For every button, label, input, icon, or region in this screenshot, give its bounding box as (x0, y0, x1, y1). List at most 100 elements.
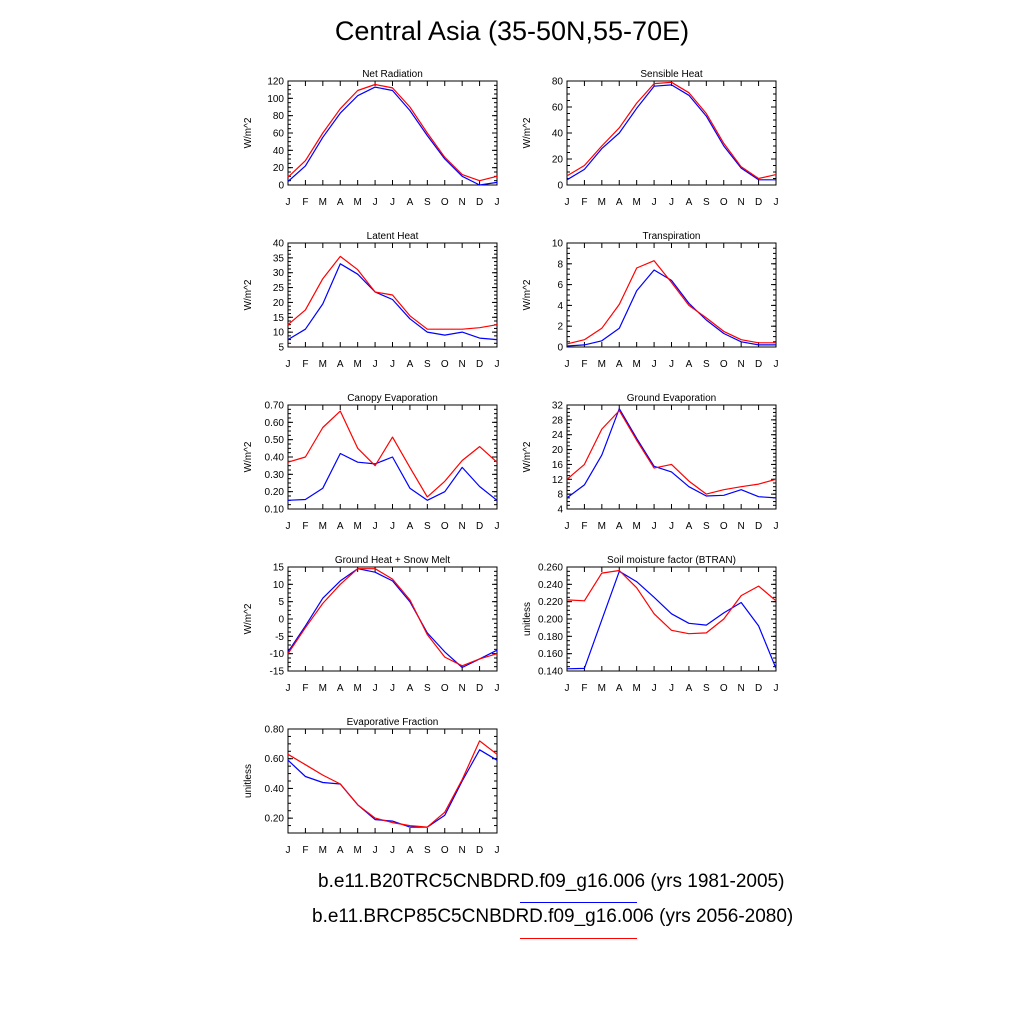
panel-4-xtick-label: F (581, 359, 587, 370)
panel-5-ytick-label: 0.10 (265, 505, 285, 516)
panel-9-xtick-label: J (495, 845, 500, 856)
panel-7-series-future-line (287, 568, 498, 667)
panel-9-xtick-label: J (373, 845, 378, 856)
page-title: Central Asia (35-50N,55-70E) (334, 16, 690, 46)
panel-1-frame (287, 80, 498, 186)
panel-6-xtick-label: J (652, 521, 657, 532)
panel-8-xtick-label: A (616, 683, 623, 694)
panel-4-title: Transpiration (643, 231, 701, 242)
panel-5-ytick-label: 0.60 (265, 418, 285, 429)
panel-6-ylabel: W/m^2 (522, 441, 533, 472)
panel-5-title: Canopy Evaporation (347, 393, 438, 404)
panel-2-xtick-label: M (632, 197, 640, 208)
panel-5-ytick-label: 0.20 (265, 487, 285, 498)
panel-4-xtick-label: J (565, 359, 570, 370)
panel-6-ytick-label: 24 (552, 430, 564, 441)
panel-8-ylabel: unitless (522, 602, 533, 636)
panel-6-xtick-label: M (598, 521, 606, 532)
panel-1-xtick-label: N (459, 197, 466, 208)
panel-5-series-historical-line (287, 452, 498, 501)
panel-7-xtick-label: A (337, 683, 344, 694)
panel-1-xtick-label: O (441, 197, 449, 208)
panel-8-frame (566, 566, 777, 672)
panel-5-xtick-label: J (495, 521, 500, 532)
panel-7-xtick-label: N (459, 683, 466, 694)
panel-3-xtick-label: A (407, 359, 414, 370)
panel-2-xtick-label: A (616, 197, 623, 208)
panel-4-ytick-label: 6 (557, 280, 563, 291)
panel-2-title: Sensible Heat (640, 69, 702, 80)
panel-7-xtick-label: M (353, 683, 361, 694)
panel-4-xtick-label: J (774, 359, 779, 370)
panel-8-ytick-label: 0.200 (538, 615, 563, 626)
panel-7-xtick-label: J (373, 683, 378, 694)
panel-1-xtick-label: A (337, 197, 344, 208)
panel-6-frame (566, 404, 777, 510)
panel-7-series-historical-line (287, 568, 498, 669)
panel-2-series-historical-line (566, 84, 776, 181)
panel-2-xtick-label: F (581, 197, 587, 208)
panel-4-xtick-label: J (669, 359, 674, 370)
panel-3-xtick-label: A (337, 359, 344, 370)
panel-8-xtick-label: M (632, 683, 640, 694)
panel-4-xtick-label: J (652, 359, 657, 370)
panel-4-ytick-label: 8 (557, 259, 563, 270)
panel-7-ylabel: W/m^2 (243, 603, 254, 634)
panel-7-xtick-label: J (286, 683, 291, 694)
panel-2-xtick-label: D (755, 197, 762, 208)
panel-8-xtick-label: J (652, 683, 657, 694)
panel-8-title: Soil moisture factor (BTRAN) (607, 555, 736, 566)
panel-6-xtick-label: F (581, 521, 587, 532)
panel-5-xtick-label: M (319, 521, 327, 532)
panel-1-ytick-label: 60 (273, 129, 285, 140)
panel-3-xtick-label: N (459, 359, 466, 370)
panel-1-xtick-label: J (390, 197, 395, 208)
panel-5-ytick-label: 0.50 (265, 435, 285, 446)
panel-1-xtick-label: J (495, 197, 500, 208)
panel-9-ytick-label: 0.80 (265, 725, 285, 736)
panel-9-xtick-label: N (459, 845, 466, 856)
panel-7-xtick-label: J (495, 683, 500, 694)
panel-6-ytick-label: 8 (557, 490, 563, 501)
panel-2-xtick-label: O (720, 197, 728, 208)
panel-7-ytick-label: 15 (273, 563, 285, 574)
panel-8-xtick-label: S (703, 683, 710, 694)
panel-6-xtick-label: M (632, 521, 640, 532)
panel-8-xtick-label: J (565, 683, 570, 694)
panel-2-ytick-label: 0 (557, 181, 563, 192)
panel-3-xtick-label: J (390, 359, 395, 370)
panel-1-xtick-label: M (353, 197, 361, 208)
panel-2-xtick-label: J (565, 197, 570, 208)
panel-3-ytick-label: 35 (273, 253, 285, 264)
panel-4-xtick-label: S (703, 359, 710, 370)
panel-9-xtick-label: M (319, 845, 327, 856)
panel-9-xtick-label: A (337, 845, 344, 856)
panel-6-xtick-label: S (703, 521, 710, 532)
panel-9-xtick-label: D (476, 845, 483, 856)
panel-8-xtick-label: D (755, 683, 762, 694)
panel-7-frame (287, 566, 498, 672)
panel-1-ylabel: W/m^2 (243, 117, 254, 148)
panel-4-frame (566, 242, 777, 348)
panel-3-ytick-label: 20 (273, 298, 285, 309)
panel-9-title: Evaporative Fraction (347, 717, 439, 728)
panel-7-xtick-label: F (302, 683, 308, 694)
panel-6-xtick-label: O (720, 521, 728, 532)
panel-6-ytick-label: 20 (552, 445, 564, 456)
panel-1-title: Net Radiation (362, 69, 423, 80)
panel-5-xtick-label: M (353, 521, 361, 532)
panel-4-xtick-label: M (632, 359, 640, 370)
panel-9-series-future-line (287, 740, 498, 828)
panel-4-ytick-label: 0 (557, 343, 563, 354)
panel-2-xtick-label: J (669, 197, 674, 208)
panel-6-series-future-line (566, 410, 777, 495)
panel-5-xtick-label: N (459, 521, 466, 532)
panel-2-xtick-label: S (703, 197, 710, 208)
panel-1-ytick-label: 120 (267, 77, 284, 88)
panel-1-xtick-label: A (407, 197, 414, 208)
panel-3-ytick-label: 5 (278, 343, 284, 354)
panel-7-xtick-label: S (424, 683, 431, 694)
panel-3-xtick-label: J (373, 359, 378, 370)
panel-9-xtick-label: J (390, 845, 395, 856)
panel-1-xtick-label: J (286, 197, 291, 208)
